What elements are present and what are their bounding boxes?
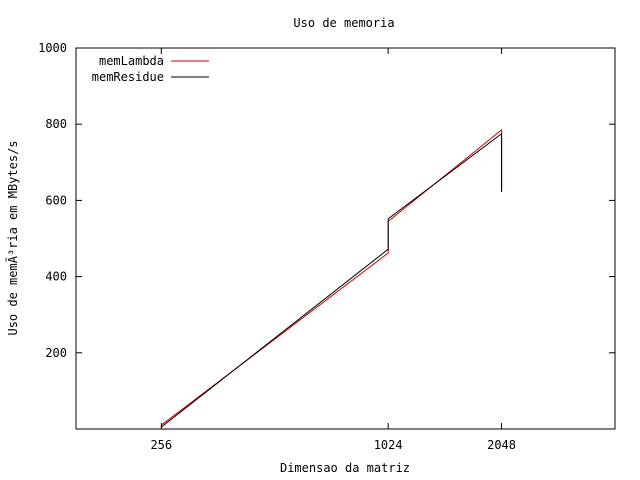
- x-tick-label: 2048: [487, 438, 516, 452]
- x-axis-label: Dimensao da matriz: [280, 461, 410, 475]
- series-layer: [160, 128, 503, 428]
- legend-label-memlambda: memLambda: [99, 54, 164, 68]
- y-tick-label: 1000: [38, 41, 67, 55]
- x-tick-label: 1024: [374, 438, 403, 452]
- legend-label-memresidue: memResidue: [92, 70, 164, 84]
- chart-title: Uso de memoria: [293, 16, 394, 30]
- y-axis: 200 400 600 800 1000: [38, 41, 615, 360]
- y-tick-label: 400: [45, 270, 67, 284]
- legend: memLambda memResidue: [92, 54, 209, 84]
- plot-area: [75, 47, 616, 430]
- y-tick-label: 600: [45, 193, 67, 207]
- x-tick-label: 256: [150, 438, 172, 452]
- y-tick-label: 800: [45, 117, 67, 131]
- y-axis-label: Uso de memÃ³ria em MBytes/s: [5, 140, 20, 335]
- plot-frame: [75, 47, 616, 430]
- y-tick-label: 200: [45, 346, 67, 360]
- series-line-memresidue: [160, 132, 503, 428]
- series-line-memlambda: [160, 128, 503, 426]
- x-axis: 256 1024 2048: [150, 48, 516, 452]
